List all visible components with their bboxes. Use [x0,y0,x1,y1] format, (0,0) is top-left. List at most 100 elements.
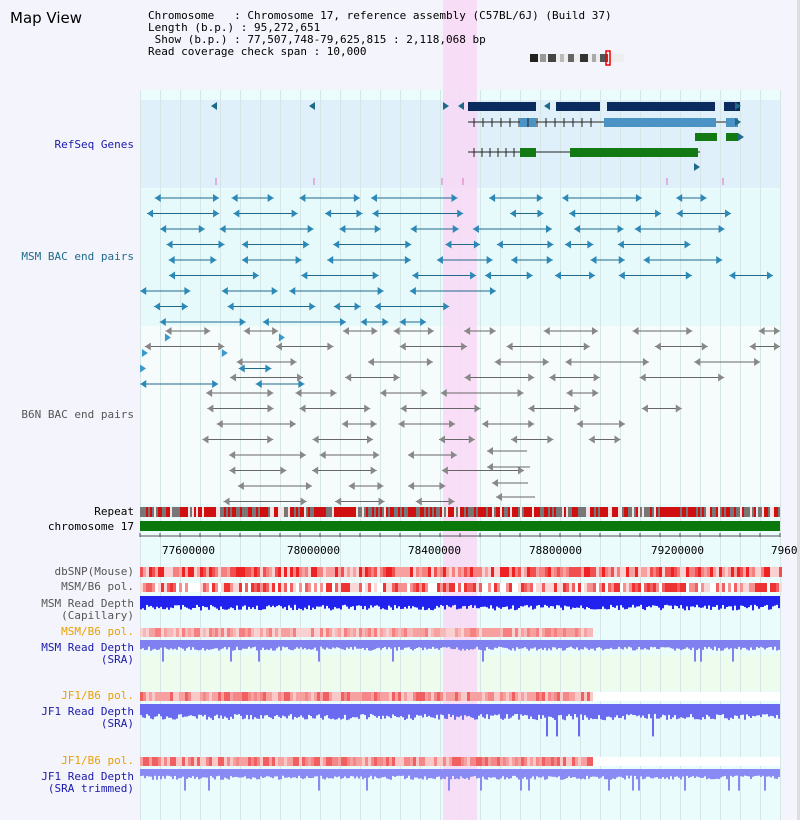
dbsnp-cell [443,567,446,577]
jf1-depth-trimmed-bar [702,769,704,778]
jf1-depth-trimmed-bar [154,769,156,776]
repeat-element [216,507,218,517]
msm-depth-sra-bar [694,640,696,662]
msm-depth-capillary-bar [324,596,326,609]
msm-b6-pol-sra-cell [224,628,227,637]
msm-bac-end [213,209,220,218]
jf1-b6-pol-cell [365,757,368,766]
repeat-element [214,507,216,517]
repeat-element [416,507,418,517]
msm-depth-sra-bar [760,640,762,647]
msm-b6-pol-cell [539,583,542,592]
msm-b6-pol-cell [176,583,179,592]
jf1-b6-pol-cell [320,757,323,766]
msm-depth-capillary-bar [704,596,706,606]
jf1-b6-pol-cell [182,692,185,701]
msm-b6-pol-cell [215,583,218,592]
msm-bac-end [473,240,480,249]
msm-b6-pol-cell [416,583,419,592]
repeat-element [532,507,534,517]
repeat-element [466,507,468,517]
jf1-depth-trimmed-bar [666,769,668,778]
msm-depth-sra-bar [324,640,326,650]
jf1-depth-sra-bar [142,704,144,718]
msm-b6-pol-sra-cell [518,628,521,637]
dbsnp-cell [293,567,296,577]
dbsnp-cell [599,567,602,577]
repeat-element [640,507,642,517]
jf1-depth-trimmed-bar [330,769,332,779]
msm-depth-capillary-bar [272,596,274,606]
jf1-depth-trimmed-bar [396,769,398,777]
msm-depth-sra-bar [340,640,342,649]
jf1-depth-trimmed-bar [738,769,740,791]
msm-depth-capillary-bar [486,596,488,608]
jf1-depth-trimmed-bar [192,769,194,777]
track-label-chromosome: chromosome 17 [47,520,134,533]
dbsnp-cell [152,567,155,577]
jf1-depth-trimmed-bar [764,769,766,791]
repeat-element [274,507,276,517]
strand-arrow [544,102,550,110]
msm-b6-pol-cell [728,583,731,592]
msm-depth-sra-bar [552,640,554,648]
jf1-b6-pol-cell [206,692,209,701]
jf1-depth-sra-bar [440,704,442,715]
msm-bac-end [618,271,625,280]
msm-depth-sra-bar [672,640,674,649]
msm-b6-pol-cell [341,583,344,592]
dbsnp-cell [497,567,500,577]
msm-bac-end [526,271,533,280]
msm-depth-capillary-bar [748,596,750,608]
msm-depth-sra-bar [738,640,740,647]
b6n-bac-end [237,482,244,490]
jf1-depth-trimmed-bar [186,769,188,779]
jf1-depth-sra-bar [512,704,514,716]
jf1-b6-pol-cell [530,692,533,701]
repeat-element [406,507,408,517]
jf1-b6-pol-cell [215,692,218,701]
jf1-depth-trimmed-bar [470,769,472,777]
repeat-element [190,507,192,517]
dbsnp-cell [512,567,515,577]
msm-depth-capillary-bar [428,596,430,609]
msm-depth-capillary-bar [766,596,768,605]
msm-b6-pol-cell [209,583,212,592]
jf1-b6-pol-cell [275,692,278,701]
repeat-element [700,507,702,517]
scrollbar-edge[interactable] [797,0,800,820]
jf1-b6-pol-cell [431,757,434,766]
msm-depth-capillary-bar [586,596,588,608]
jf1-depth-sra-bar [394,704,396,716]
msm-b6-pol-cell [719,583,722,592]
msm-depth-sra-bar [214,640,216,649]
repeat-element [370,507,372,517]
jf1-depth-trimmed-bar [284,769,286,778]
msm-b6-pol-cell [293,583,296,592]
repeat-element [636,507,638,517]
jf1-depth-sra-bar [300,704,302,716]
msm-b6-pol-cell [413,583,416,592]
jf1-b6-pol-cell [140,692,143,701]
repeat-element [198,507,200,517]
jf1-depth-trimmed-bar [242,769,244,778]
msm-depth-sra-bar [430,640,432,649]
jf1-depth-trimmed-bar [494,769,496,778]
msm-depth-sra-bar [160,640,162,648]
msm-b6-pol-cell [548,583,551,592]
jf1-depth-sra-bar [364,704,366,716]
repeat-element [774,507,776,517]
msm-depth-capillary-bar [526,596,528,606]
msm-depth-sra-bar [750,640,752,648]
msm-depth-capillary-bar [770,596,772,610]
jf1-depth-trimmed-bar [236,769,238,777]
repeat-element [174,507,176,517]
repeat-element [170,507,172,517]
jf1-depth-sra-bar [166,704,168,717]
msm-depth-capillary-bar [482,596,484,607]
msm-depth-sra-bar [198,640,200,651]
msm-b6-pol-cell [320,583,323,592]
msm-depth-capillary-bar [778,596,780,609]
msm-b6-pol-cell [482,583,485,592]
